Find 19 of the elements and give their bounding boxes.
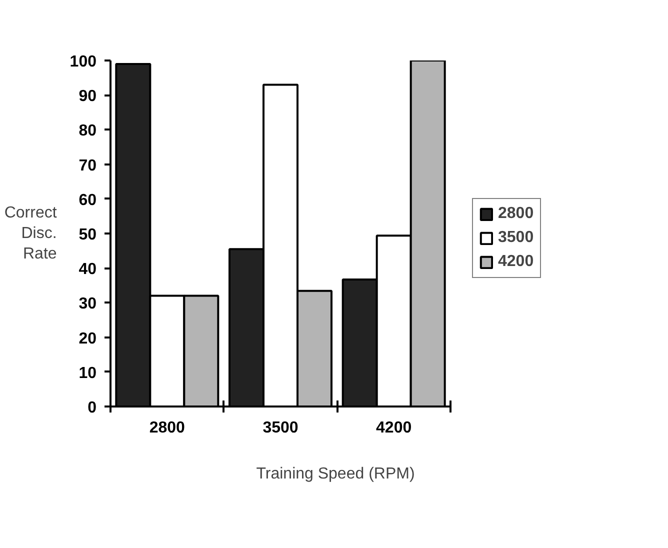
legend-label: 3500 bbox=[498, 229, 534, 247]
y-tick-label: 0 bbox=[88, 400, 97, 416]
y-tick-label: 40 bbox=[78, 261, 97, 278]
y-tick-label: 90 bbox=[78, 88, 97, 106]
y-tick-label: 10 bbox=[78, 364, 97, 382]
y-tick-label: 100 bbox=[70, 54, 97, 70]
legend-label: 2800 bbox=[498, 205, 534, 223]
y-tick-label: 50 bbox=[78, 226, 97, 244]
x-tick-label: 2800 bbox=[149, 420, 186, 436]
y-tick-label: 60 bbox=[78, 192, 97, 209]
x-axis-title: Training Speed (RPM) bbox=[256, 466, 415, 482]
x-tick-label: 4200 bbox=[376, 420, 412, 436]
y-tick-label: 30 bbox=[78, 296, 97, 313]
x-tick-label: 3500 bbox=[262, 420, 298, 436]
y-tick-label: 70 bbox=[78, 157, 97, 174]
legend-label: 4200 bbox=[498, 253, 534, 271]
y-tick-label: 20 bbox=[78, 330, 97, 348]
y-axis-title: Correct Disc. Rate bbox=[4, 204, 58, 262]
y-tick-label: 80 bbox=[78, 122, 97, 140]
